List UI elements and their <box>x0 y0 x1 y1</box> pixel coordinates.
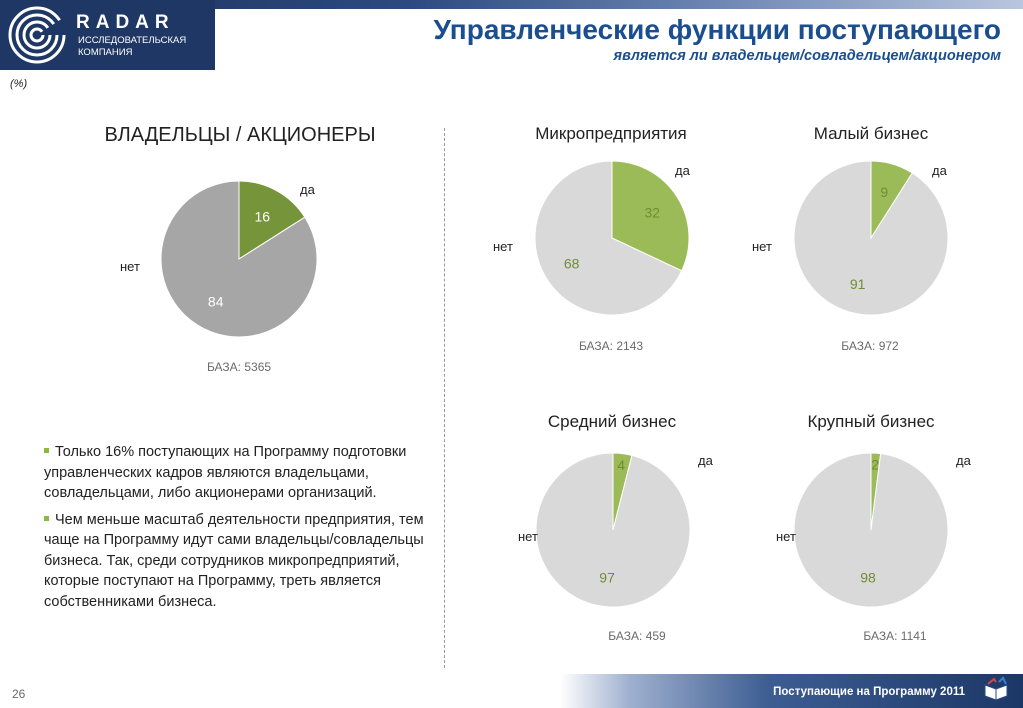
data-label-no: 91 <box>850 276 866 292</box>
legend-label-yes-large: да <box>956 453 971 468</box>
units-label: (%) <box>10 78 28 90</box>
legend-label-yes-micro: да <box>675 163 690 178</box>
chart-title-small: Малый бизнес <box>813 124 929 143</box>
section-divider <box>444 128 445 668</box>
data-label-no: 84 <box>208 293 224 309</box>
data-label-yes: 9 <box>880 184 888 200</box>
logo-subtitle-line1: ИССЛЕДОВАТЕЛЬСКАЯ <box>78 35 187 46</box>
base-label-owners: БАЗА: 5365 <box>206 360 272 374</box>
bullet-item: Только 16% поступающих на Программу подг… <box>44 442 429 504</box>
bullet-square-icon <box>44 448 49 453</box>
bullet-text: Только 16% поступающих на Программу подг… <box>44 444 407 501</box>
logo-name: RADAR <box>76 12 175 33</box>
data-label-no: 98 <box>860 570 876 586</box>
legend-label-no-small: нет <box>752 239 772 254</box>
data-label-no: 97 <box>599 569 615 585</box>
commentary: Только 16% поступающих на Программу подг… <box>44 442 429 618</box>
book-icon <box>984 676 1008 701</box>
legend-label-yes-medium: да <box>698 453 713 468</box>
pie-slice-yes <box>611 160 690 272</box>
bullet-text: Чем меньше масштаб деятельности предприя… <box>44 511 424 610</box>
chart-title-owners: ВЛАДЕЛЬЦЫ / АКЦИОНЕРЫ <box>104 124 376 146</box>
logo: RADAR ИССЛЕДОВАТЕЛЬСКАЯ КОМПАНИЯ <box>0 0 215 70</box>
logo-subtitle: ИССЛЕДОВАТЕЛЬСКАЯ КОМПАНИЯ <box>78 35 198 59</box>
page-number: 26 <box>12 687 26 701</box>
pie-chart-medium: 4 97 <box>535 452 691 608</box>
base-label-small: БАЗА: 972 <box>841 339 899 353</box>
pie-slice-yes <box>238 180 306 260</box>
slide-title: Управленческие функции поступающего <box>433 14 1001 45</box>
data-label-yes: 4 <box>617 457 625 473</box>
logo-subtitle-line2: КОМПАНИЯ <box>78 47 133 58</box>
chart-title-micro: Микропредприятия <box>535 124 687 143</box>
pie-slice-no <box>534 160 683 316</box>
data-label-no: 68 <box>564 256 580 272</box>
base-label-medium: БАЗА: 459 <box>608 629 666 643</box>
footer-band <box>560 674 1023 708</box>
base-label-micro: БАЗА: 2143 <box>578 339 644 353</box>
chart-title-medium: Средний бизнес <box>547 412 677 431</box>
legend-label-no-medium: нет <box>518 529 538 544</box>
data-label-yes: 16 <box>255 209 271 225</box>
chart-title-large: Крупный бизнес <box>807 412 935 431</box>
pie-chart-large: 2 98 <box>793 452 949 608</box>
pie-chart-micro: 32 68 <box>534 160 690 316</box>
base-label-large: БАЗА: 1141 <box>863 629 927 643</box>
pie-slice-no <box>793 452 949 608</box>
legend-label-yes-owners: да <box>300 182 315 197</box>
pie-slice-no <box>535 452 691 608</box>
data-label-yes: 2 <box>871 457 879 473</box>
pie-chart-small: 9 91 <box>793 160 949 316</box>
header-band <box>0 0 1023 9</box>
slide-subtitle: является ли владельцем/совладельцем/акци… <box>613 48 1001 64</box>
legend-label-yes-small: да <box>932 163 947 178</box>
legend-label-no-large: нет <box>776 529 796 544</box>
legend-label-no-micro: нет <box>493 239 513 254</box>
bullet-item: Чем меньше масштаб деятельности предприя… <box>44 510 429 613</box>
bullet-square-icon <box>44 515 49 521</box>
pie-slice-no <box>160 180 318 338</box>
footer-text: Поступающие на Программу 2011 <box>773 686 965 698</box>
legend-label-no-owners: нет <box>120 259 140 274</box>
pie-slice-no <box>793 160 949 316</box>
radar-logo-icon <box>8 6 66 64</box>
data-label-yes: 32 <box>645 204 661 220</box>
